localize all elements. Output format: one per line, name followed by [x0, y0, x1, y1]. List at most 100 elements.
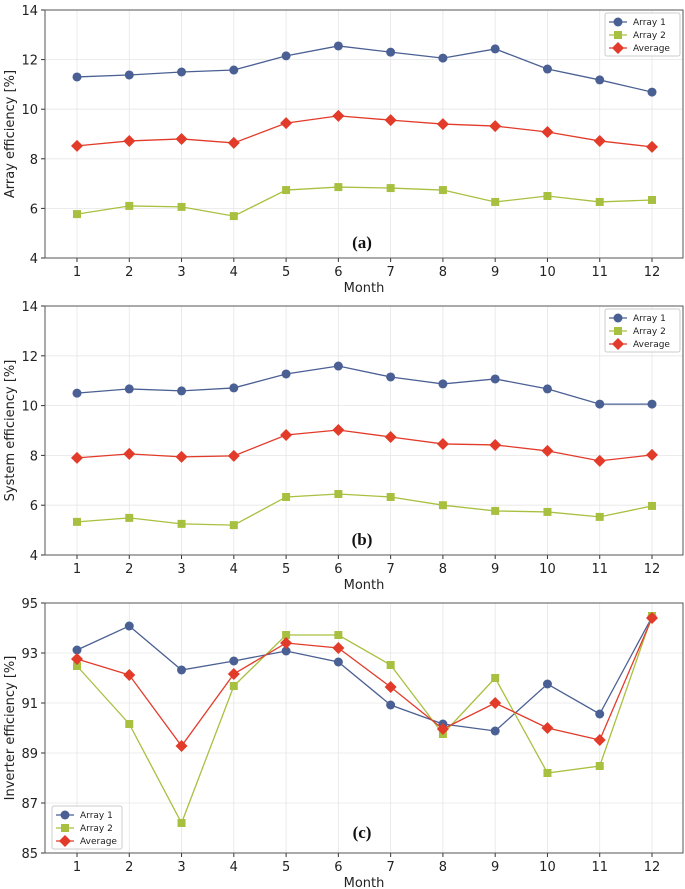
x-tick-label: 2 [125, 860, 133, 875]
legend-label: Array 1 [633, 314, 666, 324]
x-tick-label: 1 [73, 265, 81, 280]
y-axis-label: Array efficiency [%] [3, 70, 18, 198]
data-point [280, 117, 293, 130]
x-tick-label: 12 [644, 860, 661, 875]
legend-label: Array 2 [80, 824, 113, 834]
series-line [76, 615, 653, 825]
y-tick-label: 10 [21, 400, 38, 415]
data-point [593, 454, 606, 467]
data-point [229, 65, 239, 75]
data-point [646, 448, 658, 461]
legend-label: Array 2 [633, 31, 666, 41]
data-point [386, 372, 396, 382]
data-point [646, 140, 658, 153]
data-point [125, 201, 134, 210]
data-point [595, 762, 604, 770]
x-tick-label: 2 [125, 562, 133, 577]
x-tick-label: 11 [591, 860, 608, 875]
data-point [123, 447, 136, 460]
x-tick-label: 8 [439, 562, 447, 577]
data-point [281, 51, 291, 61]
data-point [614, 31, 622, 39]
data-point [384, 430, 397, 443]
y-tick-label: 4 [30, 252, 38, 267]
data-point [595, 399, 605, 409]
legend-label: Average [633, 340, 670, 350]
data-point [61, 824, 69, 832]
data-point [177, 202, 186, 211]
data-point [177, 67, 187, 77]
data-point [229, 212, 238, 221]
data-point [386, 492, 395, 501]
legend: Array 1 Array 2 Average [51, 805, 123, 850]
data-point [59, 835, 71, 847]
legend-label: Array 1 [80, 811, 113, 821]
legend-box [604, 12, 681, 57]
data-point [333, 657, 343, 667]
x-tick-label: 5 [282, 265, 290, 280]
data-point [490, 374, 500, 384]
x-tick-label: 2 [125, 265, 133, 280]
data-point [227, 449, 240, 462]
data-point [71, 653, 83, 665]
plot-frame [44, 9, 684, 259]
data-point [595, 75, 605, 85]
data-point [595, 709, 605, 719]
x-tick-label: 11 [591, 562, 608, 577]
plot-frame [44, 602, 684, 854]
legend-label: Average [80, 837, 117, 847]
y-tick-label: 8 [30, 449, 38, 464]
data-point [491, 506, 500, 515]
data-point [280, 637, 293, 649]
data-point [386, 661, 395, 669]
data-point [227, 136, 240, 149]
legend-label: Average [633, 44, 670, 54]
data-point [491, 674, 500, 682]
panel-label: (c) [353, 823, 372, 842]
panel-label: (a) [352, 233, 372, 252]
data-point [648, 195, 656, 204]
data-point [124, 384, 134, 394]
series-line [76, 617, 653, 748]
data-point [543, 507, 552, 516]
data-point [281, 646, 291, 656]
data-point [72, 388, 82, 398]
x-tick-label: 7 [386, 562, 394, 577]
data-point [71, 451, 83, 464]
data-point [541, 722, 554, 734]
series-line [76, 429, 653, 462]
data-point [229, 383, 239, 393]
data-point [125, 720, 134, 728]
x-axis-label: Month [344, 876, 385, 889]
x-tick-label: 6 [334, 860, 342, 875]
data-point [72, 72, 82, 82]
x-tick-label: 4 [230, 860, 238, 875]
x-tick-label: 3 [177, 860, 185, 875]
data-point [280, 428, 293, 441]
legend-box [604, 308, 681, 353]
data-point [333, 41, 343, 51]
data-point [124, 70, 134, 80]
data-point [438, 501, 447, 510]
x-tick-label: 9 [491, 562, 499, 577]
data-point [282, 492, 291, 501]
data-point [436, 723, 449, 735]
y-axis-label: Inverter efficiency [%] [3, 656, 18, 801]
data-point [490, 44, 500, 54]
series-average [71, 109, 658, 153]
data-point [543, 769, 552, 777]
data-point [229, 656, 239, 666]
data-point [613, 313, 623, 323]
data-point [436, 437, 449, 450]
series-array-1 [72, 41, 657, 97]
data-point [438, 379, 448, 389]
data-point [282, 631, 291, 639]
data-point [177, 819, 186, 827]
y-tick-label: 89 [21, 747, 38, 762]
data-point [595, 197, 604, 206]
x-tick-label: 5 [282, 562, 290, 577]
series-average [71, 612, 658, 752]
panel-label: (b) [352, 530, 373, 549]
x-tick-label: 10 [539, 265, 556, 280]
